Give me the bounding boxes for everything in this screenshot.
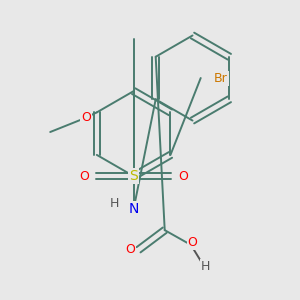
Text: S: S: [129, 169, 138, 183]
Text: H: H: [201, 260, 210, 273]
Text: O: O: [80, 170, 89, 183]
Text: N: N: [128, 202, 139, 216]
Text: H: H: [109, 197, 119, 211]
Text: Br: Br: [214, 71, 227, 85]
Text: O: O: [81, 111, 91, 124]
Text: O: O: [125, 243, 135, 256]
Text: O: O: [188, 236, 197, 249]
Text: O: O: [178, 170, 188, 183]
